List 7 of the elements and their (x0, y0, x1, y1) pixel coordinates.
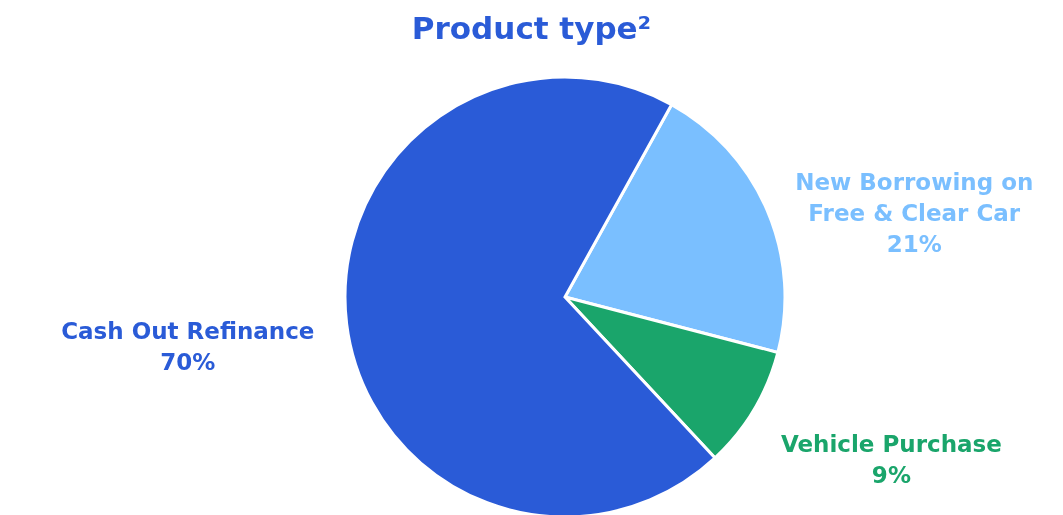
data-label: 9% (871, 462, 911, 489)
slice-label: Vehicle Purchase (780, 431, 1002, 458)
slice-label: New Borrowing on Free & Clear Car (795, 168, 1034, 226)
data-label: 70% (160, 349, 216, 376)
slice-label: Cash Out Refinance (61, 318, 315, 345)
data-label: 21% (886, 230, 942, 257)
chart-title: Product type² (411, 10, 652, 46)
